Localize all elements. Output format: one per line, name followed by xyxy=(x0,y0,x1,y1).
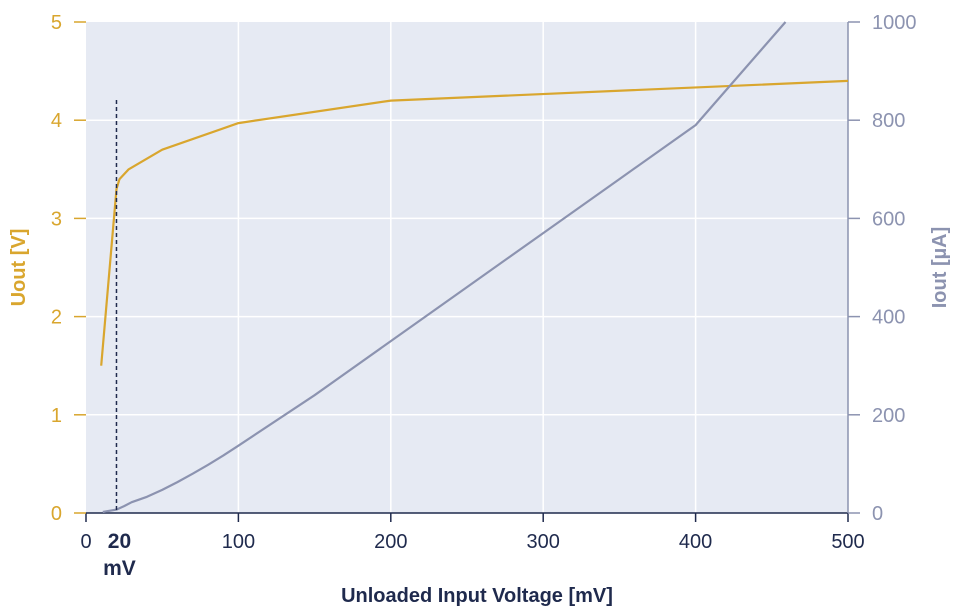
grid-lines xyxy=(86,22,848,513)
x-tick-label: 100 xyxy=(222,531,255,553)
tick-labels: 0 100 200 300 400 500 0 1 2 3 4 5 0 200 400 600 800 1000 xyxy=(51,12,917,553)
plot-background xyxy=(86,22,848,513)
y-right-tick-label: 0 xyxy=(872,503,883,525)
x-tick-label: 500 xyxy=(831,531,864,553)
x-tick-label: 300 xyxy=(527,531,560,553)
y-right-tick-label: 800 xyxy=(872,110,905,132)
y-left-tick-label: 4 xyxy=(51,110,62,132)
y-left-tick-label: 0 xyxy=(51,503,62,525)
y-right-tick-label: 600 xyxy=(872,208,905,230)
series-line-iout xyxy=(102,21,787,513)
y-left-tick-label: 3 xyxy=(51,208,62,230)
axes xyxy=(74,21,860,522)
y-right-axis-label: Iout [µA] xyxy=(929,227,951,309)
y-right-tick-label: 200 xyxy=(872,405,905,427)
annotation: 20 mV xyxy=(103,100,136,580)
y-right-tick-label: 1000 xyxy=(872,12,917,34)
y-left-axis-label: Uout [V] xyxy=(8,229,30,307)
y-left-tick-label: 1 xyxy=(51,405,62,427)
y-right-tick-label: 400 xyxy=(872,307,905,329)
x-tick-label: 400 xyxy=(679,531,712,553)
y-left-tick-label: 5 xyxy=(51,12,62,34)
y-left-tick-label: 2 xyxy=(51,307,62,329)
x-tick-label: 200 xyxy=(374,531,407,553)
x-tick-label: 0 xyxy=(80,531,91,553)
annotation-unit: mV xyxy=(103,557,136,580)
annotation-value: 20 xyxy=(108,530,131,553)
x-axis-label: Unloaded Input Voltage [mV] xyxy=(341,585,613,607)
